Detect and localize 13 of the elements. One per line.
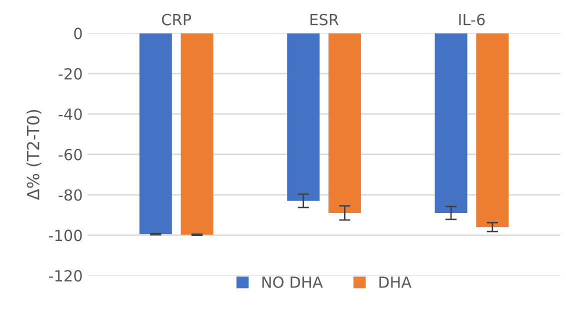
y-tick-label: -40 (58, 108, 82, 120)
legend-label: DHA (379, 276, 412, 288)
y-tick-label: -20 (58, 68, 82, 80)
y-tick-label: -120 (48, 270, 82, 282)
y-axis-title: Δ% (T2-T0) (26, 110, 42, 200)
y-tick-label: 0 (74, 28, 82, 40)
y-tick-label: -80 (58, 189, 82, 201)
y-tick-label: -100 (48, 230, 82, 242)
x-tick-label: ESR (310, 14, 339, 26)
x-tick-label: CRP (162, 14, 192, 26)
y-tick-label: -60 (58, 148, 82, 160)
legend-label: NO DHA (262, 276, 323, 288)
x-tick-label: IL-6 (459, 14, 485, 26)
